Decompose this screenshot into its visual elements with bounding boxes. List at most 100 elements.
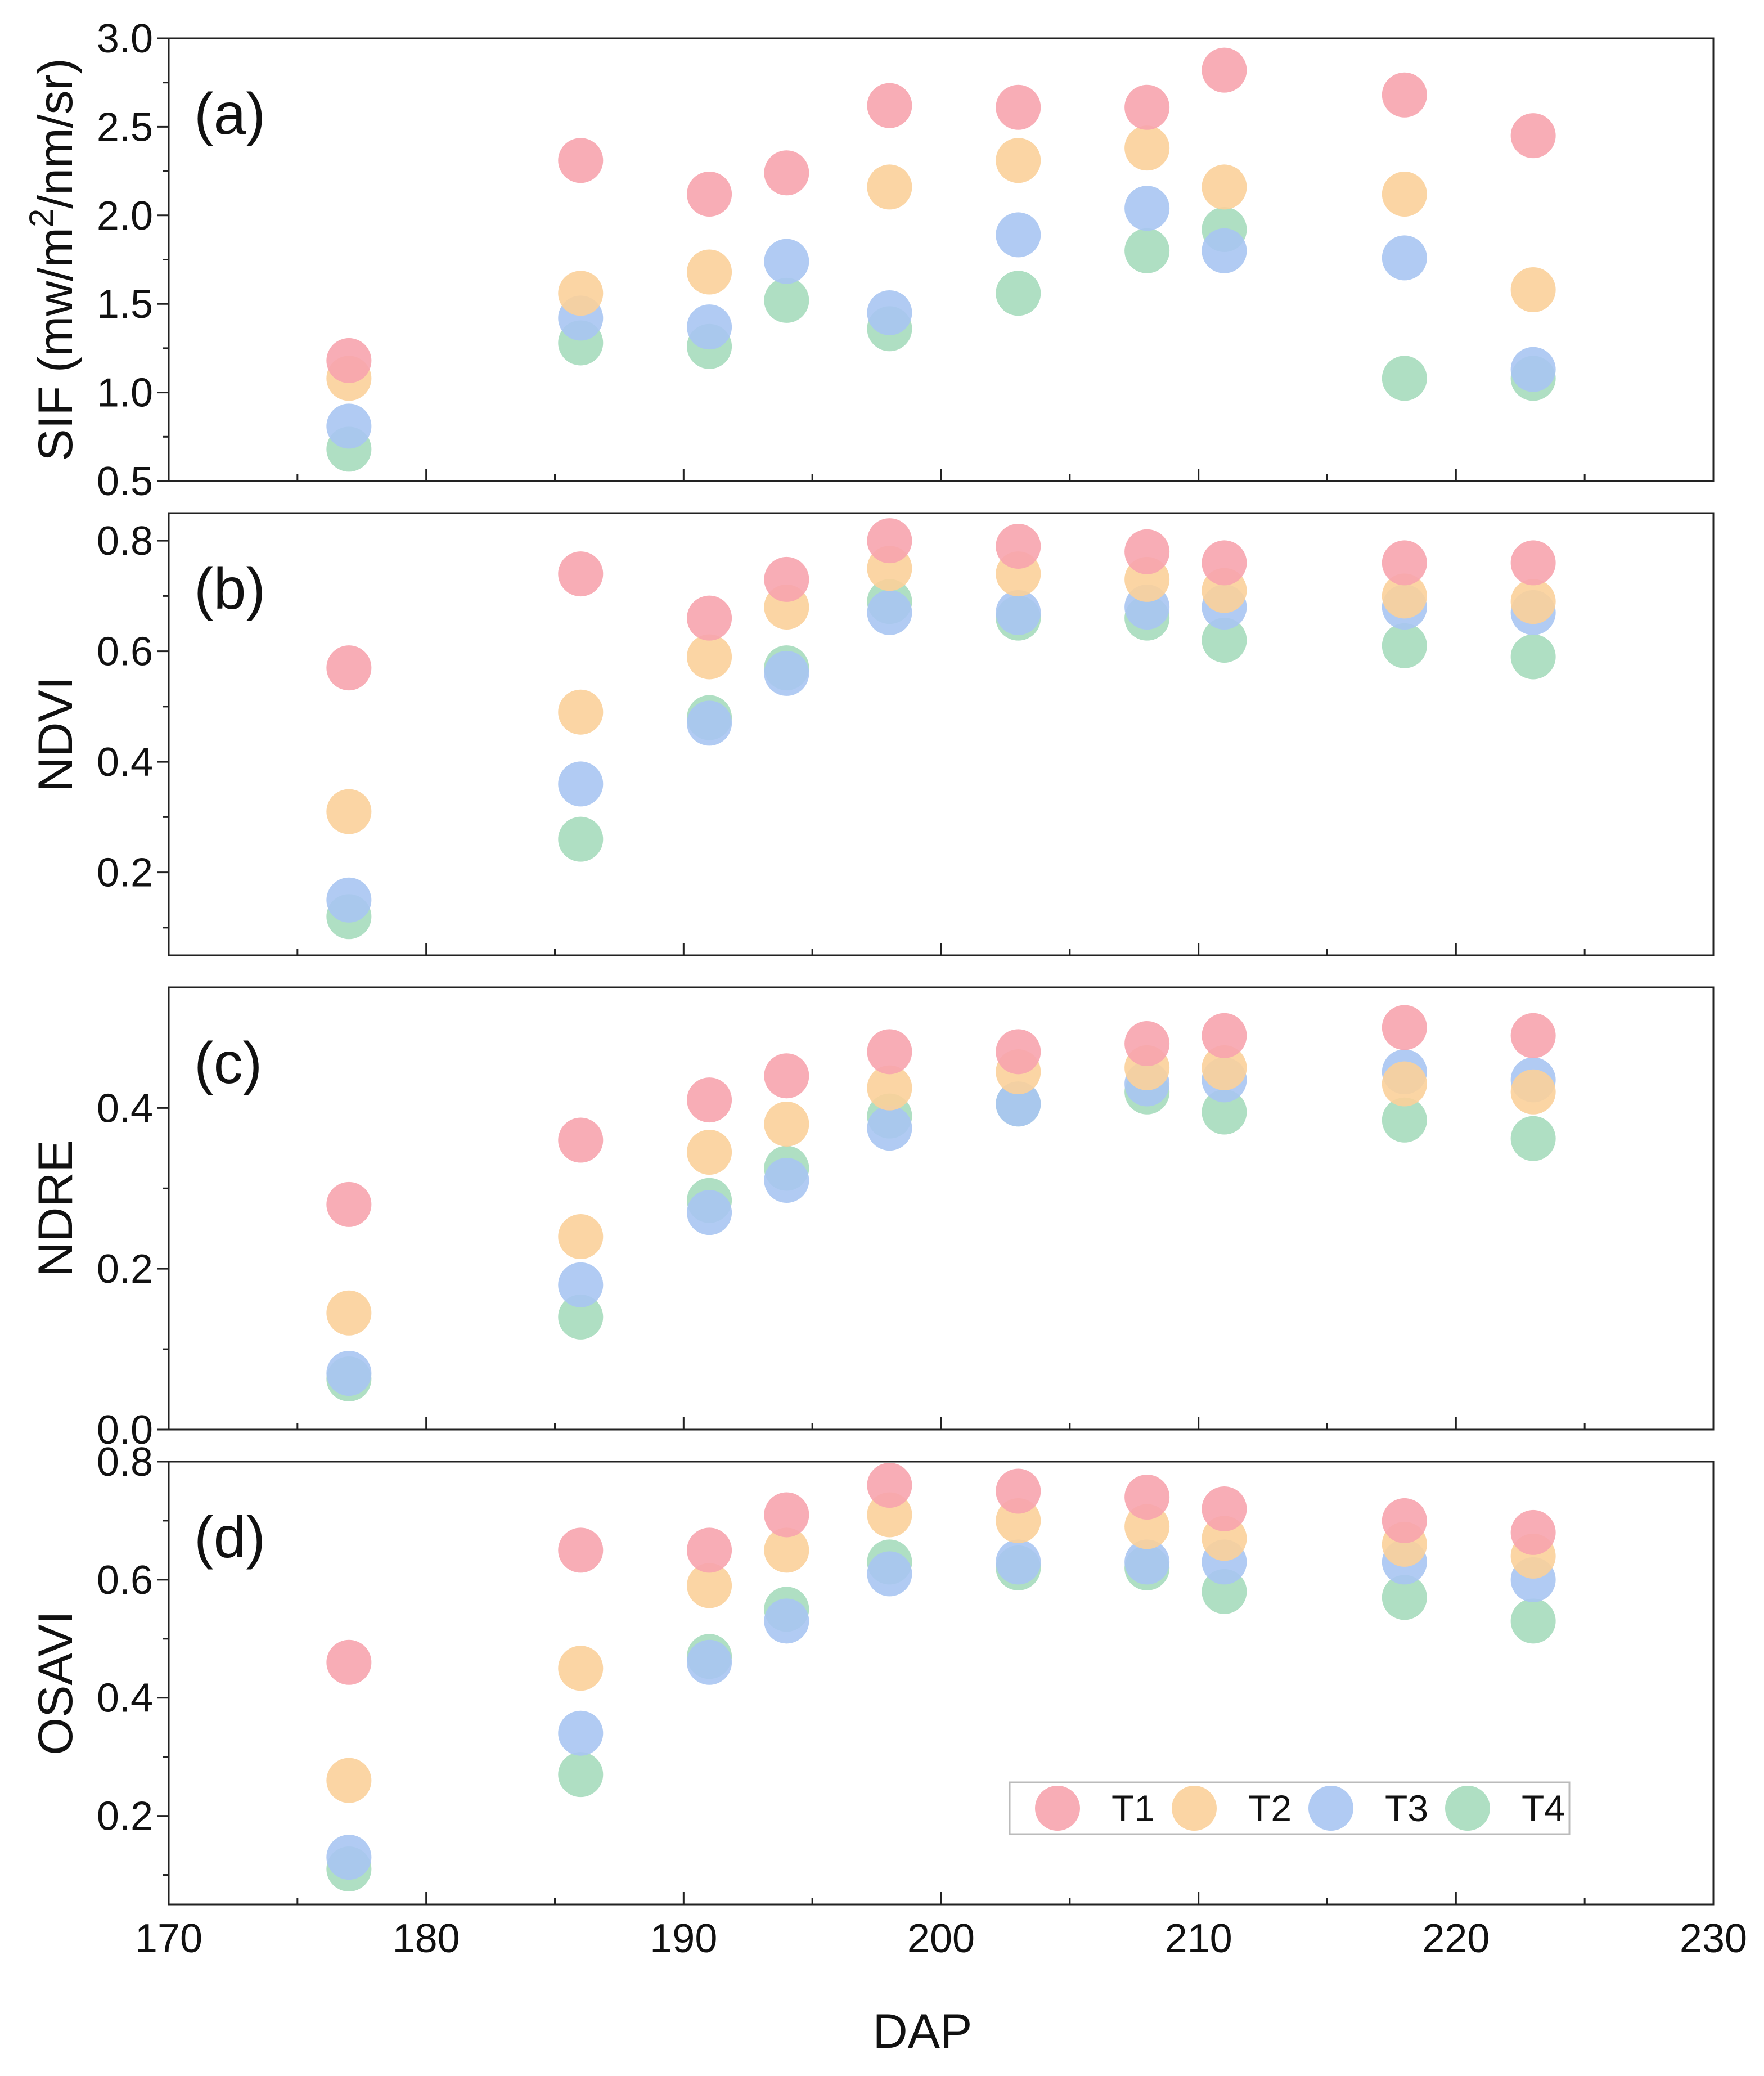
point-t1 <box>867 1029 912 1075</box>
point-t1 <box>1382 1498 1427 1543</box>
point-t2 <box>867 1065 912 1111</box>
point-t4 <box>1382 1097 1427 1143</box>
point-t3 <box>764 1157 809 1203</box>
y-axis-title: NDRE <box>29 1140 83 1277</box>
point-t1 <box>764 556 809 602</box>
point-t1 <box>1382 540 1427 586</box>
point-t3 <box>867 290 912 335</box>
panel-label: (a) <box>194 82 266 147</box>
point-t2 <box>1202 164 1247 210</box>
point-t1 <box>558 138 604 183</box>
point-t1 <box>1124 1021 1170 1067</box>
panel-1: 0.5 1.0 1.5 2.0 2.5 3.0 SIF (mw/m2/nm/sr) (a) <box>22 16 1714 504</box>
point-t3 <box>1124 1539 1170 1585</box>
point-t1 <box>867 83 912 128</box>
point-t4 <box>1202 1089 1247 1135</box>
y-tick-label: 0.2 <box>97 1794 153 1839</box>
point-t1 <box>326 645 372 691</box>
x-tick-label: 230 <box>1680 1916 1747 1961</box>
point-t1 <box>326 338 372 383</box>
point-t2 <box>1202 1045 1247 1090</box>
point-t3 <box>1124 186 1170 231</box>
legend-marker-t3 <box>1308 1786 1353 1831</box>
plot-frame <box>168 37 1714 482</box>
legend-marker-t1 <box>1035 1786 1080 1831</box>
point-t2 <box>558 271 604 316</box>
point-t1 <box>1510 1509 1556 1555</box>
point-t4 <box>558 1294 604 1340</box>
point-t1 <box>996 523 1041 569</box>
point-t3 <box>326 403 372 449</box>
x-tick-label: 180 <box>393 1916 460 1961</box>
y-tick-label: 0.4 <box>97 1086 153 1131</box>
point-t3 <box>996 1081 1041 1127</box>
y-axis-title: NDVI <box>29 676 83 792</box>
point-t4 <box>1510 1598 1556 1644</box>
point-t3 <box>1510 347 1556 392</box>
point-t4 <box>764 277 809 323</box>
point-t4 <box>1510 634 1556 680</box>
y-tick-label: 0.4 <box>97 740 153 785</box>
point-t3 <box>558 1262 604 1307</box>
point-t2 <box>326 1758 372 1803</box>
point-t3 <box>764 239 809 284</box>
point-t1 <box>558 551 604 597</box>
point-t2 <box>1382 172 1427 217</box>
point-t3 <box>326 1835 372 1880</box>
point-t2 <box>996 138 1041 183</box>
point-t1 <box>764 1492 809 1538</box>
point-t2 <box>1382 1061 1427 1107</box>
point-t1 <box>1202 1486 1247 1531</box>
point-t3 <box>1382 235 1427 281</box>
plot-frame <box>168 1461 1714 1906</box>
point-t4 <box>1382 1575 1427 1620</box>
point-t1 <box>1124 84 1170 130</box>
point-t1 <box>687 1527 732 1573</box>
point-t3 <box>867 1106 912 1151</box>
point-t4 <box>1124 228 1170 273</box>
x-axis-title: DAP <box>873 2005 973 2059</box>
point-t3 <box>996 212 1041 258</box>
panel-label: (b) <box>194 556 266 622</box>
point-t3 <box>326 877 372 923</box>
point-t3 <box>558 1710 604 1756</box>
point-t1 <box>996 1029 1041 1075</box>
y-tick-label: 2.0 <box>97 194 153 239</box>
point-t4 <box>1382 623 1427 668</box>
point-t2 <box>867 164 912 210</box>
x-tick-label: 210 <box>1165 1916 1232 1961</box>
point-t1 <box>867 518 912 564</box>
point-t1 <box>1124 529 1170 574</box>
point-t2 <box>687 1129 732 1175</box>
point-t2 <box>558 1214 604 1260</box>
point-t3 <box>867 590 912 635</box>
point-t1 <box>558 1117 604 1163</box>
point-t2 <box>1124 125 1170 171</box>
point-t2 <box>764 1527 809 1573</box>
x-tick-label: 190 <box>650 1916 717 1961</box>
y-tick-label: 0.0 <box>97 1408 153 1453</box>
point-t1 <box>1510 113 1556 159</box>
y-tick-label: 0.8 <box>97 519 153 564</box>
point-t2 <box>558 1646 604 1691</box>
x-tick-label: 170 <box>135 1916 202 1961</box>
x-tick-label: 220 <box>1422 1916 1490 1961</box>
point-t3 <box>326 1350 372 1396</box>
point-t1 <box>326 1181 372 1227</box>
point-t3 <box>996 1539 1041 1585</box>
point-t4 <box>558 1752 604 1798</box>
point-t1 <box>1382 1005 1427 1050</box>
point-t2 <box>687 249 732 295</box>
legend-label-t4: T4 <box>1522 1787 1565 1829</box>
point-t2 <box>1382 573 1427 619</box>
point-t2 <box>326 1290 372 1336</box>
point-t4 <box>996 271 1041 316</box>
y-tick-label: 1.5 <box>97 282 153 327</box>
point-t1 <box>687 1077 732 1123</box>
point-t1 <box>687 595 732 641</box>
point-t1 <box>1202 540 1247 586</box>
y-tick-label: 0.4 <box>97 1676 153 1721</box>
point-t3 <box>1202 228 1247 273</box>
point-t2 <box>1510 579 1556 624</box>
